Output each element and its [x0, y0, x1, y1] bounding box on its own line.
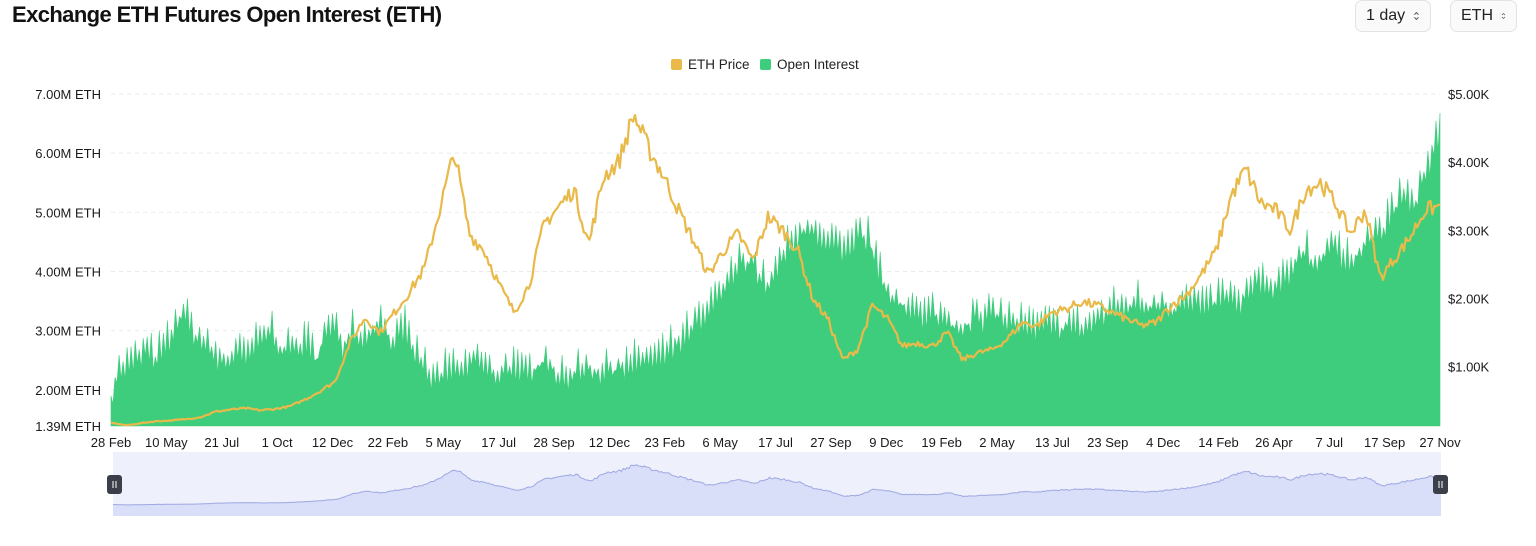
x-tick-label: 12 Dec: [312, 435, 354, 450]
x-tick-label: 26 Apr: [1255, 435, 1293, 450]
x-tick-label: 23 Sep: [1087, 435, 1128, 450]
navigator-line: [112, 464, 1441, 506]
x-tick-label: 7 Jul: [1316, 435, 1344, 450]
x-tick-label: 17 Jul: [758, 435, 793, 450]
x-tick-label: 5 May: [426, 435, 462, 450]
x-tick-label: 2 May: [979, 435, 1015, 450]
legend-swatch-eth-price: [671, 59, 682, 70]
legend-item-open-interest[interactable]: Open Interest: [760, 57, 859, 72]
y-left-tick-label: 3.00M ETH: [35, 324, 101, 339]
y-left-tick-label: 5.00M ETH: [35, 205, 101, 220]
x-tick-label: 19 Feb: [921, 435, 961, 450]
legend-swatch-open-interest: [760, 59, 771, 70]
chart-legend: ETH Price Open Interest: [671, 57, 859, 72]
y-right-tick-label: $4.00K: [1448, 155, 1490, 170]
x-tick-label: 17 Jul: [481, 435, 516, 450]
y-right-tick-label: $1.00K: [1448, 360, 1490, 375]
y-left-tick-label: 7.00M ETH: [35, 87, 101, 102]
x-tick-label: 9 Dec: [869, 435, 903, 450]
open-interest-series: [110, 112, 1441, 427]
x-tick-label: 23 Feb: [645, 435, 685, 450]
chevron-up-down-icon: [1501, 13, 1506, 19]
unit-select[interactable]: ETH: [1450, 0, 1517, 32]
x-tick-label: 12 Dec: [589, 435, 631, 450]
x-tick-label: 1 Oct: [262, 435, 293, 450]
y-right-tick-label: $5.00K: [1448, 87, 1490, 102]
x-tick-label: 27 Sep: [810, 435, 851, 450]
eth-price-line: [110, 113, 1440, 427]
navigator-right-handle[interactable]: [1433, 475, 1448, 494]
eth-price-series: [110, 113, 1440, 427]
y-right-tick-label: $3.00K: [1448, 223, 1490, 238]
chevron-up-down-icon: [1414, 11, 1419, 21]
navigator-left-handle[interactable]: [107, 475, 122, 494]
x-tick-label: 17 Sep: [1364, 435, 1405, 450]
x-tick-label: 21 Jul: [204, 435, 239, 450]
unit-select-value: ETH: [1461, 7, 1493, 24]
y-left-tick-label: 6.00M ETH: [35, 146, 101, 161]
y-axis-right: $1.00K $2.00K $3.00K $4.00K $5.00K: [1448, 87, 1490, 375]
y-left-tick-label: 2.00M ETH: [35, 383, 101, 398]
x-tick-label: 22 Feb: [368, 435, 408, 450]
legend-label-open-interest: Open Interest: [777, 57, 859, 72]
legend-item-eth-price[interactable]: ETH Price: [671, 57, 750, 72]
range-navigator[interactable]: [107, 452, 1448, 516]
x-tick-label: 28 Feb: [91, 435, 131, 450]
x-tick-label: 13 Jul: [1035, 435, 1070, 450]
page-title: Exchange ETH Futures Open Interest (ETH): [12, 2, 442, 27]
x-axis: 28 Feb 10 May 21 Jul 1 Oct 12 Dec 22 Feb 5 May…: [91, 435, 1461, 450]
y-right-tick-label: $2.00K: [1448, 292, 1490, 307]
x-tick-label: 14 Feb: [1198, 435, 1238, 450]
y-left-tick-label: 4.00M ETH: [35, 265, 101, 280]
navigator-area: [113, 464, 1441, 516]
legend-label-eth-price: ETH Price: [688, 57, 750, 72]
x-tick-label: 6 May: [702, 435, 738, 450]
x-tick-label: 28 Sep: [533, 435, 574, 450]
x-tick-label: 4 Dec: [1146, 435, 1180, 450]
open-interest-area: [110, 112, 1441, 427]
interval-select-value: 1 day: [1366, 7, 1406, 24]
interval-select[interactable]: 1 day: [1355, 0, 1431, 32]
y-axis-left: 1.39M ETH 2.00M ETH 3.00M ETH 4.00M ETH 5.00…: [35, 87, 101, 434]
x-tick-label: 10 May: [145, 435, 188, 450]
y-left-tick-label: 1.39M ETH: [35, 419, 101, 434]
x-tick-label: 27 Nov: [1419, 435, 1461, 450]
